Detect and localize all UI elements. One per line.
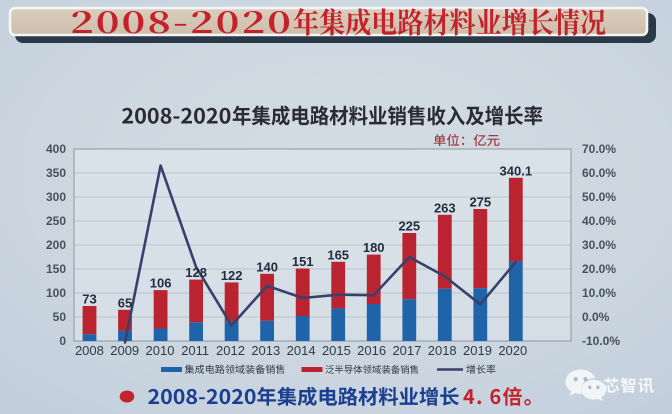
svg-text:100: 100 — [46, 286, 66, 300]
svg-text:300: 300 — [46, 190, 66, 204]
svg-text:2008: 2008 — [75, 343, 104, 358]
svg-text:0.0%: 0.0% — [582, 310, 610, 324]
svg-text:50: 50 — [53, 310, 67, 324]
svg-text:30.0%: 30.0% — [582, 238, 616, 252]
svg-text:140: 140 — [256, 259, 278, 274]
svg-text:128: 128 — [185, 265, 207, 280]
svg-text:263: 263 — [434, 200, 456, 215]
svg-text:400: 400 — [46, 142, 66, 156]
svg-text:2018: 2018 — [428, 343, 457, 358]
svg-text:73: 73 — [82, 292, 96, 307]
svg-text:65: 65 — [118, 295, 132, 310]
svg-text:2017: 2017 — [392, 343, 421, 358]
svg-text:20.0%: 20.0% — [582, 262, 616, 276]
svg-text:106: 106 — [150, 276, 172, 291]
svg-text:70.0%: 70.0% — [582, 142, 616, 156]
svg-text:10.0%: 10.0% — [582, 286, 616, 300]
svg-text:2011: 2011 — [181, 343, 209, 358]
svg-text:2012: 2012 — [216, 343, 245, 358]
svg-text:50.0%: 50.0% — [582, 190, 616, 204]
svg-text:2015: 2015 — [322, 343, 351, 358]
svg-text:165: 165 — [327, 247, 349, 262]
svg-text:2016: 2016 — [357, 343, 386, 358]
svg-text:60.0%: 60.0% — [582, 166, 616, 180]
svg-text:2020: 2020 — [498, 343, 527, 358]
svg-text:151: 151 — [292, 254, 314, 269]
svg-text:150: 150 — [46, 262, 66, 276]
svg-text:180: 180 — [363, 240, 385, 255]
svg-text:340.1: 340.1 — [500, 163, 533, 178]
svg-text:275: 275 — [469, 195, 491, 210]
svg-text:225: 225 — [398, 219, 420, 234]
svg-text:250: 250 — [46, 214, 66, 228]
svg-text:2010: 2010 — [146, 343, 175, 358]
svg-text:200: 200 — [46, 238, 66, 252]
svg-text:350: 350 — [46, 166, 66, 180]
svg-text:40.0%: 40.0% — [582, 214, 616, 228]
svg-text:2019: 2019 — [463, 343, 492, 358]
svg-text:-10.0%: -10.0% — [582, 334, 620, 348]
svg-text:0: 0 — [59, 334, 66, 348]
svg-text:2013: 2013 — [251, 343, 280, 358]
svg-text:2009: 2009 — [110, 343, 139, 358]
svg-text:122: 122 — [221, 268, 243, 283]
svg-text:2014: 2014 — [287, 343, 316, 358]
